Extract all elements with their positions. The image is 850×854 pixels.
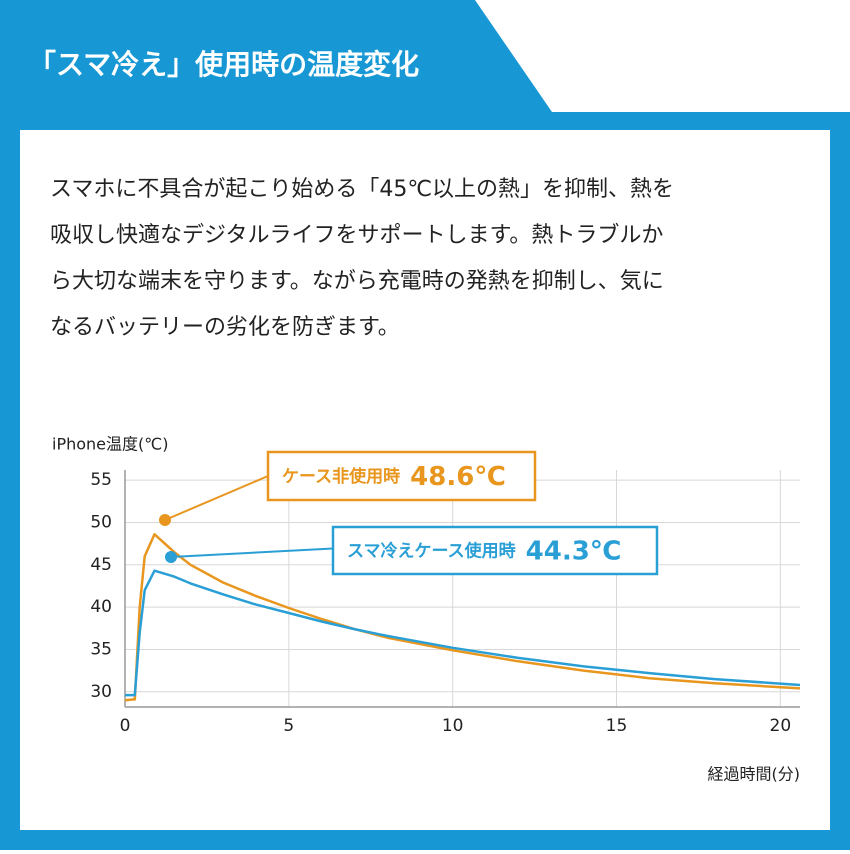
- x-tick-label: 5: [283, 716, 294, 736]
- y-tick-label: 45: [90, 555, 112, 575]
- callout-dot: [159, 514, 171, 526]
- callout-line: [164, 475, 269, 521]
- callout-label: ケース非使用時 48.6℃: [282, 462, 506, 492]
- callout-label: スマ冷えケース使用時 44.3℃: [347, 536, 621, 566]
- y-axis-label: iPhone温度(℃): [52, 435, 168, 454]
- y-tick-label: 50: [90, 512, 112, 532]
- callout-line: [170, 547, 334, 558]
- paragraph-line: なるバッテリーの劣化を防ぎます。: [50, 315, 400, 340]
- y-tick-label: 35: [90, 639, 112, 659]
- title: 「スマ冷え」使用時の温度変化: [28, 48, 419, 81]
- callout-dot: [165, 551, 177, 563]
- series-line: [125, 569, 801, 697]
- y-tick-label: 40: [90, 597, 112, 617]
- x-axis-label: 経過時間(分): [708, 765, 801, 784]
- x-tick-label: 0: [120, 716, 131, 736]
- series-line: [124, 533, 801, 702]
- peak-label: 48.6℃: [410, 462, 506, 492]
- callout-box: [266, 450, 537, 502]
- callout-box: [331, 525, 659, 576]
- paragraph-line: ら大切な端末を守ります。ながら充電時の発熱を抑制し、気に: [50, 269, 664, 294]
- y-tick-label: 30: [90, 682, 112, 702]
- x-tick-label: 20: [770, 716, 792, 736]
- x-tick-label: 10: [442, 716, 464, 736]
- paragraph-line: 吸収し快適なデジタルライフをサポートします。熱トラブルか: [50, 223, 663, 248]
- series-name: ケース非使用時: [282, 466, 400, 487]
- series-name: スマ冷えケース使用時: [347, 541, 516, 562]
- paragraph-line: スマホに不具合が起こり始める「45℃以上の熱」を抑制、熱を: [50, 177, 674, 202]
- y-tick-label: 55: [90, 470, 112, 490]
- x-tick-label: 15: [606, 716, 628, 736]
- peak-label: 44.3℃: [526, 536, 622, 566]
